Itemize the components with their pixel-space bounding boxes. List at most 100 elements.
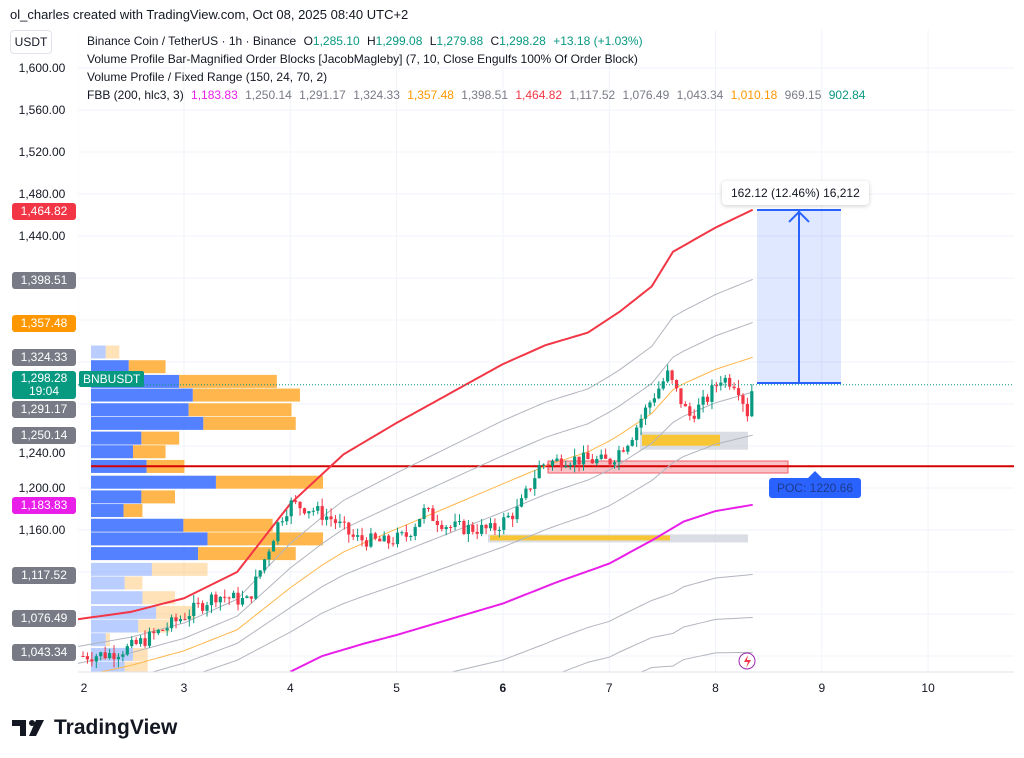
fbb-value: 1,291.17 <box>295 88 346 102</box>
candle-body <box>741 395 745 404</box>
candle-body <box>267 551 271 560</box>
volume-profile-sell-bar <box>124 576 143 590</box>
ohlc-high: H1,299.08 <box>366 34 423 48</box>
volume-profile-sell-bar <box>123 504 143 518</box>
fbb-band-line <box>150 391 753 672</box>
price-tag: 1,043.34 <box>12 644 76 662</box>
price-axis-label: 1,240.00 <box>18 446 66 461</box>
fbb-value: 1,010.18 <box>727 88 778 102</box>
volume-profile-buy-bar <box>91 504 124 518</box>
candle-body <box>453 521 457 528</box>
currency-selector[interactable]: USDT <box>10 30 52 54</box>
candle-body <box>714 385 718 387</box>
candle-body <box>320 506 324 520</box>
candle-body <box>674 379 679 389</box>
lightning-bolt-icon <box>744 655 751 668</box>
volume-profile-sell-bar <box>198 547 296 561</box>
candle-body <box>81 656 85 657</box>
indicator-fbb[interactable]: FBB (200, hlc3, 3) 1,183.83 1,250.14 1,2… <box>87 88 873 102</box>
legend-symbol[interactable]: Binance Coin / TetherUS · 1h · Binance O… <box>87 34 647 48</box>
price-axis-label: 1,600.00 <box>18 61 66 75</box>
price-tag: 1,117.52 <box>12 566 76 584</box>
candle-body <box>440 524 444 530</box>
candle-body <box>736 388 741 396</box>
candle-body <box>555 458 559 461</box>
candle-body <box>232 592 236 599</box>
candle-body <box>550 460 555 466</box>
fbb-value: 1,076.49 <box>619 88 670 102</box>
candle-body <box>546 464 550 466</box>
candle-body <box>138 638 143 644</box>
price-tag: 1,250.14 <box>12 427 76 445</box>
bar-countdown: 19:04 <box>28 383 60 398</box>
ohlc-open: O1,285.10 <box>303 34 360 48</box>
candle-body <box>258 570 262 577</box>
price-tag: 1,076.49 <box>12 609 76 627</box>
fbb-band-line <box>78 208 754 621</box>
tradingview-logo[interactable]: TradingView <box>12 716 177 740</box>
time-axis-label: 5 <box>393 681 400 695</box>
fbb-value: 1,183.83 <box>187 88 238 102</box>
candle-body <box>249 596 253 599</box>
volume-profile-buy-bar <box>91 388 193 402</box>
candle-body <box>688 406 692 416</box>
candle-body <box>409 535 413 537</box>
price-tag: 1,183.83 <box>12 497 76 514</box>
candle-body <box>360 535 364 541</box>
fbb-value: 902.84 <box>825 88 866 102</box>
brand-name: TradingView <box>54 716 178 739</box>
candle-body <box>311 510 315 512</box>
candle-body <box>302 508 307 514</box>
price-tag: 1,464.82 <box>12 203 76 220</box>
candle-body <box>285 516 289 522</box>
candle-body <box>161 629 165 631</box>
volume-profile-buy-bar <box>91 562 152 576</box>
fbb-value: 1,250.14 <box>241 88 292 102</box>
candle-body <box>378 538 382 542</box>
candle-body <box>342 521 346 523</box>
candle-body <box>577 456 581 465</box>
candle-body <box>418 518 422 527</box>
candle-body <box>528 488 532 490</box>
volume-profile-buy-bar <box>91 661 125 672</box>
fbb-band-line <box>78 278 753 647</box>
candle-body <box>719 382 723 386</box>
volume-profile-buy-bar <box>91 532 208 546</box>
indicator-order-blocks[interactable]: Volume Profile Bar-Magnified Order Block… <box>87 52 638 66</box>
candle-body <box>511 515 515 520</box>
candle-body <box>294 500 298 502</box>
candle-body <box>121 654 125 657</box>
candle-body <box>183 619 187 621</box>
candle-body <box>568 464 572 467</box>
volume-profile-buy-bar <box>91 547 199 561</box>
candle-body <box>670 370 674 380</box>
fbb-band-line <box>639 651 753 672</box>
indicator-volume-profile[interactable]: Volume Profile / Fixed Range (150, 24, 7… <box>87 70 328 84</box>
volume-profile-sell-bar <box>141 490 175 504</box>
last-price-tag: 1,298.28 19:04 <box>12 370 76 399</box>
candle-body <box>289 500 293 517</box>
price-axis-label: 1,520.00 <box>18 145 66 159</box>
candle-body <box>99 652 103 657</box>
candle-body <box>657 388 661 399</box>
candle-body <box>112 653 116 660</box>
candle-body <box>422 508 426 519</box>
candle-body <box>466 524 470 534</box>
candle-body <box>537 465 541 479</box>
candle-body <box>214 594 218 603</box>
volume-profile-sell-bar <box>105 633 110 647</box>
volume-profile-buy-bar <box>91 475 216 489</box>
candle-body <box>333 519 338 524</box>
volume-profile-sell-bar <box>128 360 166 374</box>
candle-body <box>404 532 408 537</box>
candle-body <box>652 398 656 403</box>
price-tag: 1,357.48 <box>12 314 76 332</box>
candle-body <box>435 520 439 525</box>
fbb-basis-line <box>289 503 753 672</box>
candle-body <box>169 617 174 629</box>
volume-profile-sell-bar <box>207 532 324 546</box>
volume-profile-buy-bar <box>91 445 133 459</box>
candle-body <box>227 597 231 599</box>
fbb-band-line <box>449 573 753 672</box>
